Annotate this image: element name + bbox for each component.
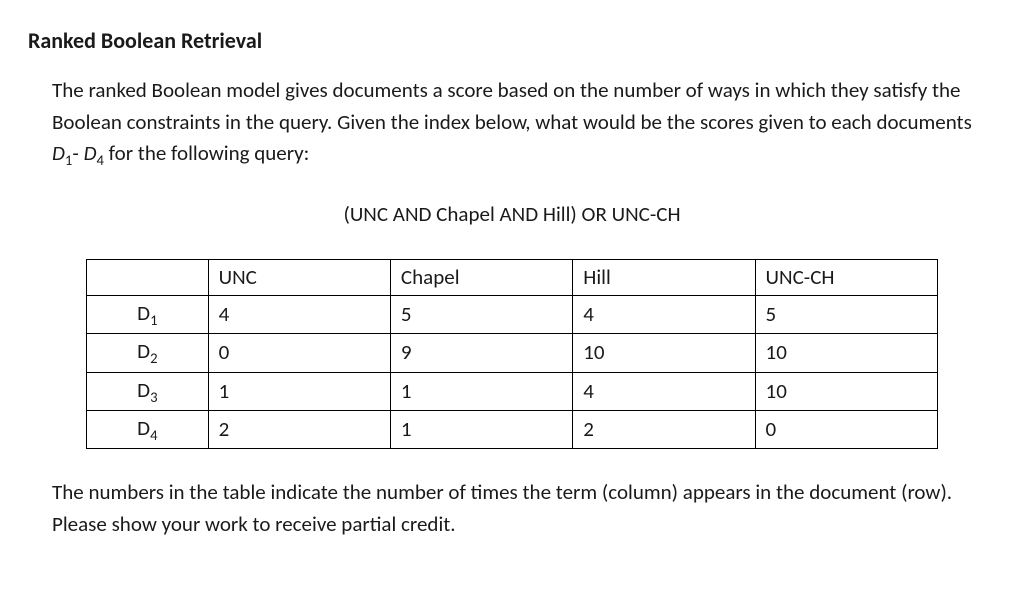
intro-d1: D — [52, 140, 65, 166]
intro-d4: D — [84, 140, 97, 166]
cell: 4 — [208, 296, 390, 334]
row-label-sub: 3 — [150, 388, 157, 406]
row-label-0: D1 — [87, 296, 209, 334]
cell: 0 — [755, 410, 937, 448]
intro-sep: - — [72, 140, 83, 166]
row-label-letter: D — [137, 377, 150, 403]
row-label-1: D2 — [87, 334, 209, 372]
intro-text-1: The ranked Boolean model gives documents… — [52, 77, 972, 135]
row-label-letter: D — [137, 300, 150, 326]
table-row: D1 4 5 4 5 — [87, 296, 938, 334]
cell: 10 — [755, 372, 937, 410]
header-empty — [87, 259, 209, 296]
cell: 9 — [390, 334, 572, 372]
header-col-2: Hill — [573, 259, 755, 296]
row-label-sub: 2 — [150, 350, 157, 368]
cell: 2 — [573, 410, 755, 448]
cell: 1 — [208, 372, 390, 410]
cell: 10 — [573, 334, 755, 372]
cell: 5 — [390, 296, 572, 334]
query-expression: (UNC AND Chapel AND Hill) OR UNC-CH — [28, 199, 996, 231]
row-label-3: D4 — [87, 410, 209, 448]
table-row: D4 2 1 2 0 — [87, 410, 938, 448]
intro-sub4: 4 — [96, 151, 103, 169]
row-label-letter: D — [137, 338, 150, 364]
row-label-letter: D — [137, 415, 150, 441]
term-frequency-table: UNC Chapel Hill UNC-CH D1 4 5 4 5 D2 0 9… — [86, 259, 938, 449]
cell: 4 — [573, 372, 755, 410]
footnote-paragraph: The numbers in the table indicate the nu… — [52, 477, 984, 540]
table-header-row: UNC Chapel Hill UNC-CH — [87, 259, 938, 296]
row-label-sub: 1 — [150, 311, 157, 329]
header-col-0: UNC — [208, 259, 390, 296]
cell: 1 — [390, 410, 572, 448]
intro-text-2: for the following query: — [104, 140, 309, 166]
cell: 4 — [573, 296, 755, 334]
header-col-3: UNC-CH — [755, 259, 937, 296]
table-row: D2 0 9 10 10 — [87, 334, 938, 372]
intro-paragraph: The ranked Boolean model gives documents… — [52, 75, 984, 171]
row-label-sub: 4 — [150, 426, 157, 444]
cell: 5 — [755, 296, 937, 334]
cell: 1 — [390, 372, 572, 410]
table-row: D3 1 1 4 10 — [87, 372, 938, 410]
row-label-2: D3 — [87, 372, 209, 410]
cell: 2 — [208, 410, 390, 448]
header-col-1: Chapel — [390, 259, 572, 296]
cell: 0 — [208, 334, 390, 372]
section-heading: Ranked Boolean Retrieval — [28, 24, 996, 57]
cell: 10 — [755, 334, 937, 372]
